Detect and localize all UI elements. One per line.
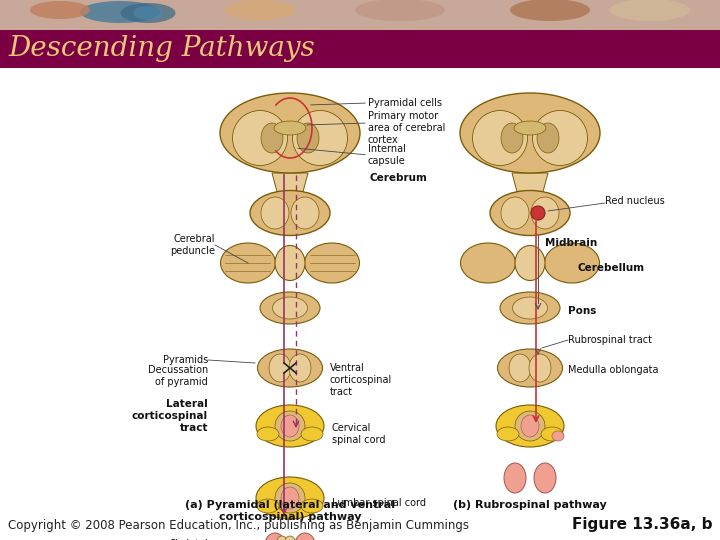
Ellipse shape xyxy=(256,477,324,519)
Ellipse shape xyxy=(261,197,289,229)
Text: Decussation
of pyramid: Decussation of pyramid xyxy=(148,365,208,387)
Text: Cerebral
peduncle: Cerebral peduncle xyxy=(170,234,215,256)
Ellipse shape xyxy=(261,123,283,153)
Text: Primary motor
area of cerebral
cortex: Primary motor area of cerebral cortex xyxy=(368,111,446,145)
Ellipse shape xyxy=(514,121,546,135)
Ellipse shape xyxy=(289,354,311,382)
Text: Ventral
corticospinal
tract: Ventral corticospinal tract xyxy=(330,363,392,396)
Ellipse shape xyxy=(498,349,562,387)
Text: Skeletal
muscle: Skeletal muscle xyxy=(169,539,208,540)
Text: Red nucleus: Red nucleus xyxy=(605,196,665,206)
Text: Copyright © 2008 Pearson Education, Inc., publishing as Benjamin Cummings: Copyright © 2008 Pearson Education, Inc.… xyxy=(8,519,469,532)
Text: Cervical
spinal cord: Cervical spinal cord xyxy=(332,423,385,445)
Polygon shape xyxy=(272,173,308,203)
Ellipse shape xyxy=(513,297,547,319)
Text: Pyramids: Pyramids xyxy=(163,355,208,365)
Ellipse shape xyxy=(291,197,319,229)
Ellipse shape xyxy=(281,487,299,509)
Ellipse shape xyxy=(531,197,559,229)
Ellipse shape xyxy=(220,243,276,283)
Ellipse shape xyxy=(610,0,690,21)
Ellipse shape xyxy=(537,123,559,153)
Ellipse shape xyxy=(501,123,523,153)
Bar xyxy=(0,0,720,30)
Ellipse shape xyxy=(275,483,305,513)
Ellipse shape xyxy=(256,405,324,447)
Ellipse shape xyxy=(305,243,359,283)
Text: Pyramidal cells: Pyramidal cells xyxy=(368,98,442,108)
Ellipse shape xyxy=(275,246,305,280)
Ellipse shape xyxy=(264,533,286,540)
Ellipse shape xyxy=(515,246,545,280)
Ellipse shape xyxy=(509,354,531,382)
Ellipse shape xyxy=(510,0,590,21)
Ellipse shape xyxy=(133,6,163,20)
Ellipse shape xyxy=(250,191,330,235)
Ellipse shape xyxy=(80,1,160,23)
Ellipse shape xyxy=(257,427,279,441)
Ellipse shape xyxy=(258,349,323,387)
Text: (b) Rubrospinal pathway: (b) Rubrospinal pathway xyxy=(453,500,607,510)
Ellipse shape xyxy=(504,463,526,493)
Ellipse shape xyxy=(544,243,600,283)
Ellipse shape xyxy=(460,93,600,173)
Text: Lateral
corticospinal
tract: Lateral corticospinal tract xyxy=(132,400,208,433)
Ellipse shape xyxy=(301,427,323,441)
Ellipse shape xyxy=(355,0,445,21)
Ellipse shape xyxy=(461,243,516,283)
Ellipse shape xyxy=(500,292,560,324)
Ellipse shape xyxy=(272,297,307,319)
Ellipse shape xyxy=(292,111,348,165)
Ellipse shape xyxy=(496,405,564,447)
Ellipse shape xyxy=(274,121,306,135)
Ellipse shape xyxy=(281,415,299,437)
Ellipse shape xyxy=(552,431,564,441)
Ellipse shape xyxy=(260,292,320,324)
Bar xyxy=(0,68,720,540)
Text: Midbrain: Midbrain xyxy=(545,238,598,248)
Text: (a) Pyramidal (lateral and ventral
corticospinal) pathway: (a) Pyramidal (lateral and ventral corti… xyxy=(185,500,395,522)
Ellipse shape xyxy=(515,411,545,441)
Ellipse shape xyxy=(497,427,519,441)
Text: Cerebrum: Cerebrum xyxy=(370,173,428,183)
Text: Cerebellum: Cerebellum xyxy=(578,263,645,273)
Text: Medulla oblongata: Medulla oblongata xyxy=(568,365,659,375)
Ellipse shape xyxy=(301,499,323,513)
Ellipse shape xyxy=(285,536,295,540)
Bar xyxy=(0,30,720,68)
Ellipse shape xyxy=(501,197,529,229)
Text: Pons: Pons xyxy=(568,306,596,316)
Ellipse shape xyxy=(472,111,528,165)
Ellipse shape xyxy=(233,111,287,165)
Ellipse shape xyxy=(294,533,316,540)
Ellipse shape xyxy=(277,536,287,540)
Ellipse shape xyxy=(490,191,570,235)
Ellipse shape xyxy=(529,354,551,382)
Ellipse shape xyxy=(521,415,539,437)
Ellipse shape xyxy=(534,463,556,493)
Text: Internal
capsule: Internal capsule xyxy=(368,144,406,166)
Ellipse shape xyxy=(531,206,545,220)
Ellipse shape xyxy=(257,499,279,513)
Ellipse shape xyxy=(220,93,360,173)
Text: Descending Pathways: Descending Pathways xyxy=(8,36,315,63)
Text: Lumbar spinal cord: Lumbar spinal cord xyxy=(332,498,426,508)
Ellipse shape xyxy=(269,354,291,382)
Ellipse shape xyxy=(533,111,588,165)
Ellipse shape xyxy=(297,123,319,153)
Ellipse shape xyxy=(30,1,90,19)
Text: Figure 13.36a, b: Figure 13.36a, b xyxy=(572,517,712,532)
Ellipse shape xyxy=(225,0,295,20)
Ellipse shape xyxy=(275,411,305,441)
Text: Rubrospinal tract: Rubrospinal tract xyxy=(568,335,652,345)
Polygon shape xyxy=(512,173,548,203)
Ellipse shape xyxy=(120,3,176,23)
Ellipse shape xyxy=(541,427,563,441)
